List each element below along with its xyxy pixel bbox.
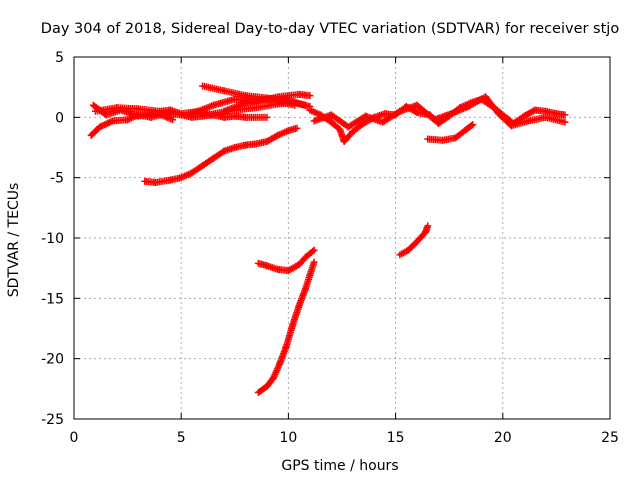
data-point xyxy=(424,222,432,230)
y-tick-label: -10 xyxy=(41,231,64,247)
data-track xyxy=(254,246,318,275)
y-tick-label: -5 xyxy=(50,171,64,187)
data-point xyxy=(561,111,569,119)
data-point xyxy=(469,121,477,129)
data-point xyxy=(306,92,314,100)
y-tick-label: -15 xyxy=(41,291,64,307)
chart-title: Day 304 of 2018, Sidereal Day-to-day VTE… xyxy=(41,21,620,37)
data-point xyxy=(293,124,301,132)
x-tick-label: 5 xyxy=(177,430,186,446)
x-tick-label: 25 xyxy=(601,430,619,446)
data-point xyxy=(467,122,475,130)
data-track xyxy=(89,101,177,124)
data-point xyxy=(309,247,317,255)
data-point xyxy=(169,116,177,124)
data-point xyxy=(291,101,299,109)
x-tick-label: 0 xyxy=(70,430,79,446)
y-tick-label: -20 xyxy=(41,352,64,368)
x-tick-label: 10 xyxy=(279,430,297,446)
y-tick-label: 5 xyxy=(55,50,64,66)
y-axis-label: SDTVAR / TECUs xyxy=(6,183,22,298)
data-track xyxy=(310,93,569,131)
data-track xyxy=(254,258,318,396)
data-point xyxy=(561,118,569,126)
data-track xyxy=(424,121,477,144)
data-track xyxy=(396,222,432,259)
x-tick-label: 15 xyxy=(387,430,405,446)
data-track xyxy=(141,124,301,186)
data-track xyxy=(220,95,299,115)
data-marks xyxy=(87,82,569,396)
y-tick-label: -25 xyxy=(41,412,64,428)
data-point xyxy=(263,113,271,121)
x-tick-label: 20 xyxy=(494,430,512,446)
data-point xyxy=(310,246,318,254)
x-axis-label: GPS time / hours xyxy=(281,458,398,474)
axis-ticks: 0 5 10 15 20 25 5 0 -5 -10 -15 -20 -25 xyxy=(41,50,619,446)
y-tick-label: 0 xyxy=(55,110,64,126)
data-point xyxy=(310,258,318,266)
